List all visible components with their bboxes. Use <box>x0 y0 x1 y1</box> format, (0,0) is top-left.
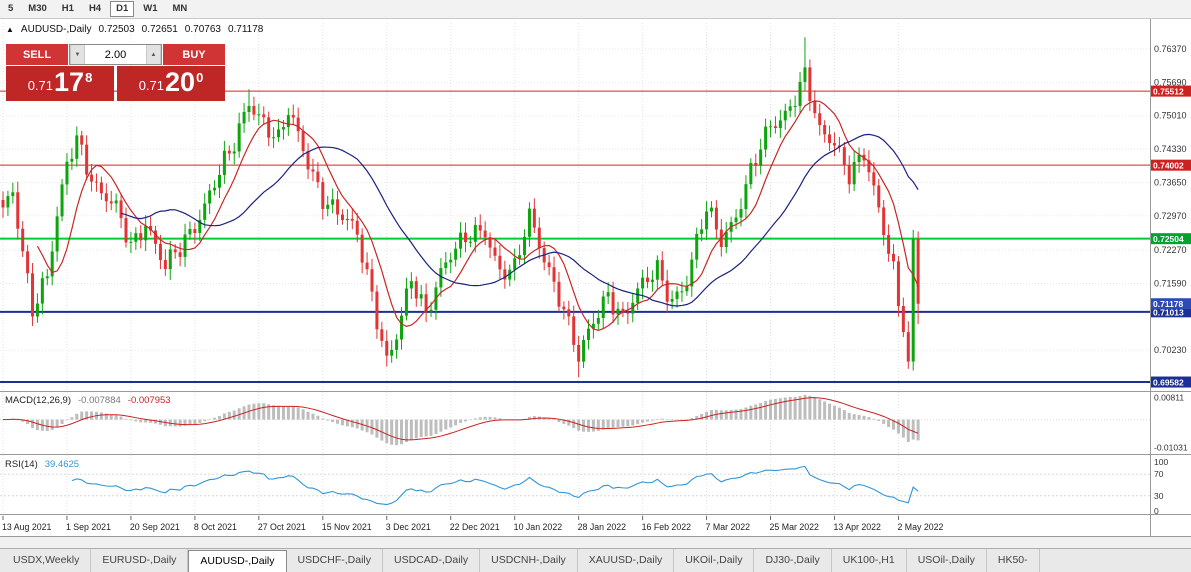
svg-text:0.70230: 0.70230 <box>1154 345 1187 355</box>
tab-usoil-daily[interactable]: USOil-,Daily <box>907 549 987 572</box>
svg-text:0.75690: 0.75690 <box>1154 77 1187 87</box>
svg-text:27 Oct 2021: 27 Oct 2021 <box>258 522 306 532</box>
timeframe-h1[interactable]: H1 <box>61 3 74 14</box>
sell-price-display[interactable]: 0.71 17 8 <box>6 66 114 101</box>
sell-price-main: 0.71 <box>27 78 54 93</box>
timeframe-toolbar: 5 M30 H1 H4 D1 W1 MN <box>0 0 1191 19</box>
ma-layer <box>36 100 919 331</box>
svg-text:0.74002: 0.74002 <box>1153 161 1184 171</box>
svg-text:22 Dec 2021: 22 Dec 2021 <box>450 522 500 532</box>
candles-layer <box>1 37 920 378</box>
ohlc-open: 0.72503 <box>98 24 135 35</box>
chart-area: 0.76370 0.75690 0.75010 0.74330 0.73650 0.729… <box>0 19 1191 537</box>
svg-text:16 Feb 2022: 16 Feb 2022 <box>642 522 692 532</box>
sell-price-point: 8 <box>85 70 93 85</box>
svg-text:25 Mar 2022: 25 Mar 2022 <box>770 522 819 532</box>
svg-text:3 Dec 2021: 3 Dec 2021 <box>386 522 431 532</box>
chart-symbol-period: AUDUSD-,Daily <box>20 24 92 35</box>
svg-text:13 Apr 2022: 13 Apr 2022 <box>833 522 881 532</box>
svg-text:0: 0 <box>1154 506 1159 516</box>
sell-button[interactable]: SELL <box>6 44 68 65</box>
svg-text:0.72504: 0.72504 <box>1153 234 1184 244</box>
tab-hk50[interactable]: HK50- <box>987 549 1040 572</box>
timeframe-h4[interactable]: H4 <box>88 3 102 14</box>
timeframe-w1[interactable]: W1 <box>143 3 158 14</box>
buy-price-point: 0 <box>196 70 204 85</box>
svg-text:13 Aug 2021: 13 Aug 2021 <box>2 522 52 532</box>
ohlc-close: 0.71178 <box>227 24 264 35</box>
tab-dj30-daily[interactable]: DJ30-,Daily <box>754 549 832 572</box>
svg-text:10 Jan 2022: 10 Jan 2022 <box>514 522 563 532</box>
svg-text:2 May 2022: 2 May 2022 <box>897 522 943 532</box>
rsi-layer <box>0 465 1150 506</box>
buy-price-display[interactable]: 0.71 20 0 <box>117 66 225 101</box>
panel-borders <box>0 19 1191 537</box>
svg-text:0.72270: 0.72270 <box>1154 245 1187 255</box>
chart-header: ▲ AUDUSD-,Daily 0.72503 0.72651 0.70763 … <box>6 24 263 35</box>
svg-text:0.76370: 0.76370 <box>1154 44 1187 54</box>
svg-text:-0.01031: -0.01031 <box>1154 442 1188 452</box>
svg-text:28 Jan 2022: 28 Jan 2022 <box>578 522 627 532</box>
timeframe-m30[interactable]: M30 <box>28 3 47 14</box>
buy-button[interactable]: BUY <box>163 44 225 65</box>
svg-text:0.75512: 0.75512 <box>1153 87 1184 97</box>
buy-price-main: 0.71 <box>138 78 165 93</box>
svg-text:100: 100 <box>1154 457 1168 467</box>
svg-text:0.71590: 0.71590 <box>1154 279 1187 289</box>
buy-price-pips: 20 <box>165 67 196 97</box>
tab-uk100-h1[interactable]: UK100-,H1 <box>832 549 907 572</box>
volume-decrease-icon[interactable]: ▼ <box>70 45 85 64</box>
one-click-trading-panel: SELL ▼ 2.00 ▲ BUY 0.71 17 8 0.71 20 0 <box>6 44 225 101</box>
sell-price-pips: 17 <box>54 67 85 97</box>
date-axis: 13 Aug 2021 1 Sep 2021 20 Sep 2021 8 Oct 20… <box>2 516 944 532</box>
tab-usdx-weekly[interactable]: USDX,Weekly <box>2 549 92 572</box>
collapse-trade-panel-icon[interactable]: ▲ <box>6 25 14 34</box>
chart-canvas[interactable]: 0.76370 0.75690 0.75010 0.74330 0.73650 0.729… <box>0 19 1191 537</box>
timeframe-d1[interactable]: D1 <box>110 1 135 17</box>
tab-xauusd-daily[interactable]: XAUUSD-,Daily <box>578 549 675 572</box>
tab-ukoil-daily[interactable]: UKOil-,Daily <box>674 549 755 572</box>
price-axis: 0.76370 0.75690 0.75010 0.74330 0.73650 0.729… <box>1151 19 1191 537</box>
svg-text:0.75010: 0.75010 <box>1154 111 1187 121</box>
svg-text:7 Mar 2022: 7 Mar 2022 <box>706 522 751 532</box>
svg-text:0.71013: 0.71013 <box>1153 307 1184 317</box>
svg-text:0.00811: 0.00811 <box>1154 393 1184 403</box>
svg-text:0.71178: 0.71178 <box>1153 299 1184 309</box>
timeframe-mn[interactable]: MN <box>172 3 188 14</box>
svg-text:0.74330: 0.74330 <box>1154 144 1187 154</box>
svg-text:0.72970: 0.72970 <box>1154 211 1187 221</box>
tab-usdcnh-daily[interactable]: USDCNH-,Daily <box>480 549 578 572</box>
svg-text:0.73650: 0.73650 <box>1154 177 1187 187</box>
macd-layer <box>0 394 1150 446</box>
ohlc-high: 0.72651 <box>141 24 178 35</box>
tab-eurusd-daily[interactable]: EURUSD-,Daily <box>91 549 189 572</box>
tab-usdcad-daily[interactable]: USDCAD-,Daily <box>383 549 481 572</box>
volume-increase-icon[interactable]: ▲ <box>146 45 161 64</box>
svg-text:15 Nov 2021: 15 Nov 2021 <box>322 522 372 532</box>
tab-audusd-daily[interactable]: AUDUSD-,Daily <box>188 550 287 572</box>
timeframe-5[interactable]: 5 <box>8 3 14 14</box>
volume-value[interactable]: 2.00 <box>104 48 127 61</box>
tab-usdchf-daily[interactable]: USDCHF-,Daily <box>287 549 384 572</box>
svg-text:0.69582: 0.69582 <box>1153 378 1184 388</box>
chart-tab-bar: USDX,Weekly EURUSD-,Daily AUDUSD-,Daily USD… <box>0 548 1191 572</box>
volume-stepper[interactable]: ▼ 2.00 ▲ <box>69 44 162 65</box>
svg-text:70: 70 <box>1154 469 1164 479</box>
svg-text:30: 30 <box>1154 491 1164 501</box>
svg-text:8 Oct 2021: 8 Oct 2021 <box>194 522 237 532</box>
svg-text:1 Sep 2021: 1 Sep 2021 <box>66 522 111 532</box>
ohlc-low: 0.70763 <box>184 24 221 35</box>
level-lines-layer <box>0 90 1150 384</box>
svg-text:20 Sep 2021: 20 Sep 2021 <box>130 522 180 532</box>
